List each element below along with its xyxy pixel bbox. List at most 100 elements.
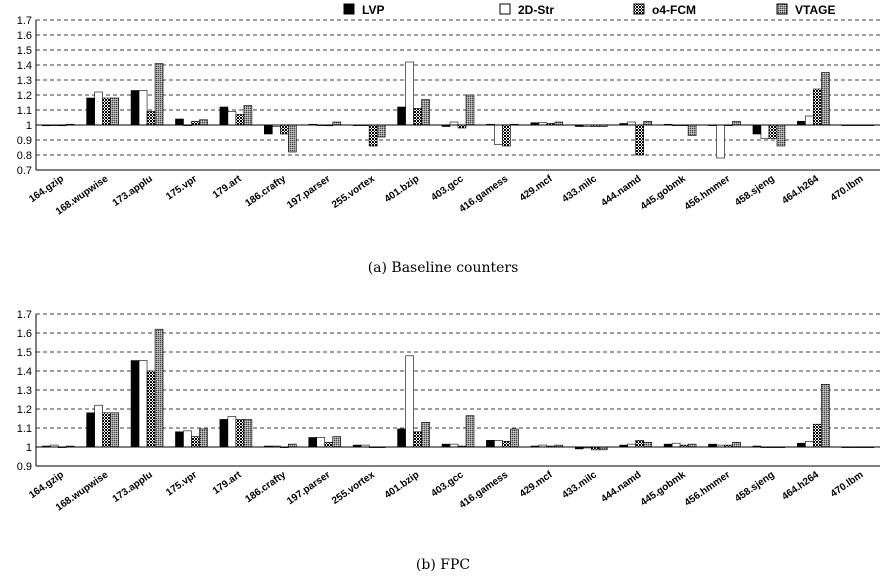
y-tick-label: 1.7: [17, 15, 32, 27]
legend-label-o4-fcm: o4-FCM: [652, 3, 696, 17]
bar-o4-fcm: [813, 423, 822, 448]
y-tick-label: 1.3: [17, 75, 32, 87]
bar-lvp: [486, 440, 495, 448]
x-tick-label: 429.mcf: [518, 173, 555, 204]
x-tick-label: 179.art: [211, 469, 244, 497]
x-tick-label: 458.sjeng: [733, 173, 777, 208]
bar-vtage: [421, 99, 430, 126]
bar-lvp: [86, 412, 95, 448]
bar-lvp: [86, 97, 95, 126]
y-tick-label: 0.9: [17, 135, 32, 147]
bar-vtage: [243, 419, 253, 448]
x-tick-label: 186.crafty: [243, 469, 288, 505]
bar-2d-str: [94, 91, 103, 126]
bar-o4-fcm: [768, 124, 778, 139]
x-tick-label: 403.gcc: [429, 173, 466, 203]
bar-2d-str: [405, 355, 414, 448]
legend-item-vtage: VTAGE: [776, 3, 835, 17]
bar-vtage: [154, 328, 164, 448]
y-tick-label: 1: [26, 120, 32, 132]
legend-label-lvp: LVP: [362, 3, 384, 17]
bar-vtage: [465, 94, 475, 126]
legend-item-2d-str: 2D-Str: [499, 3, 554, 17]
bar-o4-fcm: [368, 124, 378, 147]
chart-panel-baseline-counters: 0.7 0.8 0.9 1 1.1 1.2 1.3 1.4 1.5 1.6 1.7 164.gzip 1…: [17, 15, 880, 218]
x-tick-label: 401.bzip: [383, 469, 422, 501]
x-tick-label: 416.gamess: [457, 173, 510, 215]
caption-baseline-counters: (a) Baseline counters: [368, 260, 519, 276]
bar-o4-fcm: [813, 88, 822, 126]
bar-lvp: [397, 106, 406, 126]
x-tick-label: 173.applu: [111, 173, 155, 208]
y-tick-label: 1.5: [17, 45, 32, 57]
bar-2d-str: [760, 124, 770, 139]
bar-vtage: [110, 97, 119, 126]
bar-2d-str: [805, 115, 814, 126]
bar-o4-fcm: [146, 111, 156, 126]
x-tick-label: 458.sjeng: [733, 469, 777, 504]
legend-item-o4-fcm: o4-FCM: [633, 3, 696, 17]
x-tick-label: 444.namd: [599, 173, 643, 208]
y-tick-label: 1.2: [17, 90, 32, 102]
legend-label-vtage: VTAGE: [795, 3, 835, 17]
bar-vtage: [332, 436, 342, 448]
legend-swatch-o4-fcm: [633, 3, 645, 15]
bar-o4-fcm: [635, 124, 644, 156]
bar-2d-str: [494, 124, 503, 145]
bar-2d-str: [716, 124, 725, 159]
x-tick-label: 470.lbm: [829, 173, 866, 203]
y-tick-label: 0.9: [17, 461, 32, 473]
legend: LVP 2D-Str o4-FCM VTAGE: [343, 3, 835, 17]
bar-o4-fcm: [413, 431, 422, 448]
y-tick-label: 0.8: [17, 150, 32, 162]
bar-vtage: [110, 412, 119, 448]
x-tick-label: 464.h264: [780, 469, 821, 502]
bar-lvp: [130, 90, 140, 126]
bar-o4-fcm: [191, 120, 200, 126]
bar-vtage: [821, 383, 830, 448]
bar-2d-str: [138, 360, 148, 448]
bar-vtage: [376, 124, 386, 138]
bar-vtage: [643, 120, 652, 126]
y-tick-label: 1.3: [17, 385, 32, 397]
x-tick-label: 164.gzip: [27, 173, 66, 205]
bar-vtage: [288, 124, 297, 153]
bar-vtage: [199, 428, 208, 448]
bar-vtage: [776, 124, 786, 147]
bar-2d-str: [227, 111, 237, 126]
bar-o4-fcm: [502, 440, 511, 448]
x-tick-label: 470.lbm: [829, 469, 866, 499]
x-tick-label: 456.hmmer: [683, 469, 733, 508]
bar-o4-fcm: [413, 108, 422, 126]
bar-o4-fcm: [235, 114, 245, 126]
y-tick-label: 1.1: [17, 423, 32, 435]
x-tick-label: 175.vpr: [164, 173, 199, 202]
x-tick-label: 445.gobmk: [639, 173, 688, 212]
y-tick-label: 1.4: [17, 60, 32, 72]
x-tick-label: 197.parser: [285, 173, 332, 211]
bar-o4-fcm: [324, 441, 334, 448]
x-tick-label: 456.hmmer: [683, 173, 733, 212]
bar-2d-str: [138, 90, 148, 126]
bar-o4-fcm: [235, 419, 245, 448]
x-tick-label: 173.applu: [111, 469, 155, 504]
legend-label-2d-str: 2D-Str: [518, 3, 554, 17]
x-tick-label: 401.bzip: [383, 173, 422, 205]
bar-vtage: [243, 105, 253, 126]
x-tick-label: 164.gzip: [27, 469, 66, 501]
bar-lvp: [797, 120, 806, 126]
bar-lvp: [397, 428, 406, 448]
x-tick-label: 433.milc: [560, 469, 599, 501]
bar-2d-str: [227, 416, 237, 448]
x-tick-label: 403.gcc: [429, 469, 466, 499]
bar-2d-str: [805, 440, 814, 448]
chart-panel-fpc: 0.911.11.21.31.41.51.61.7164.gzip168.wup…: [17, 309, 880, 514]
bar-vtage: [154, 63, 164, 126]
caption-fpc: (b) FPC: [416, 557, 470, 573]
y-tick-label: 1.5: [17, 347, 32, 359]
legend-swatch-lvp: [343, 3, 355, 15]
bar-vtage: [510, 428, 519, 448]
bar-lvp: [175, 118, 184, 126]
y-tick-label: 1.6: [17, 328, 32, 340]
